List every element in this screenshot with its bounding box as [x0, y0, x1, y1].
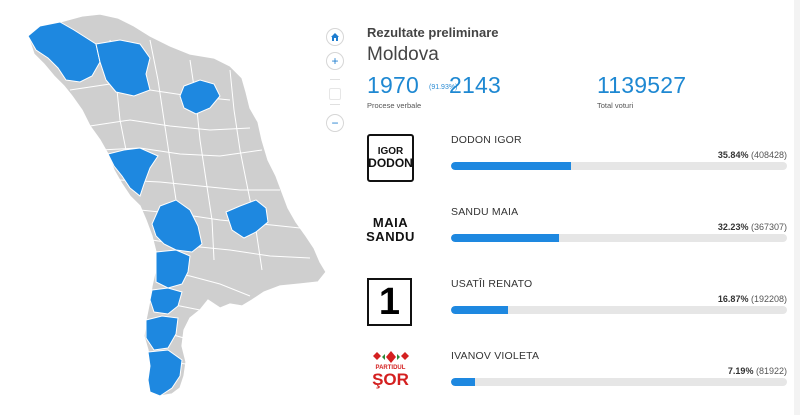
logo-text: SANDU: [366, 229, 415, 244]
candidate-logo: PARTIDUL ŞOR: [367, 350, 414, 398]
candidate-percent: 16.87%: [717, 294, 749, 304]
logo-text: IGOR: [377, 146, 404, 157]
candidate-row[interactable]: 1 USATÎI RENATO 16.87% (192208): [367, 278, 787, 338]
candidate-percent: 7.19%: [727, 366, 754, 376]
candidate-votes: (81922): [755, 366, 787, 376]
scrollbar-track[interactable]: [794, 0, 800, 415]
processed-label: Procese verbale: [367, 101, 422, 110]
result-bar: [451, 378, 787, 386]
candidate-name: SANDU MAIA: [451, 206, 519, 218]
page-title: Moldova: [367, 44, 439, 65]
map-region-center-north: [179, 79, 221, 115]
map-region-south-1: [151, 199, 203, 253]
plus-icon[interactable]: +: [326, 52, 344, 70]
candidate-name: IVANOV VIOLETA: [451, 350, 540, 362]
flower-ornament-icon: [372, 351, 409, 363]
processed-count: 1970: [367, 72, 419, 98]
total-votes: 1139527: [597, 72, 687, 98]
candidate-name: DODON IGOR: [451, 134, 522, 146]
candidate-percent: 35.84%: [717, 150, 749, 160]
result-bar-fill: [451, 162, 572, 170]
map-highlighted-regions: [27, 21, 269, 397]
candidate-row[interactable]: IGOR DODON DODON IGOR 35.84% (408428): [367, 134, 787, 194]
map-region-south-4: [145, 315, 179, 351]
logo-text: ŞOR: [372, 370, 409, 389]
candidate-row[interactable]: MAIA SANDU SANDU MAIA 32.23% (367307): [366, 206, 787, 266]
logo-text: MAIA: [372, 215, 409, 231]
candidate-votes: (367307): [750, 222, 787, 232]
map-region-south-3: [149, 287, 183, 315]
map-region-south-2: [155, 249, 191, 289]
candidate-logo: IGOR DODON: [367, 134, 414, 182]
processed-percent: (91.93%): [429, 84, 458, 91]
result-bar-fill: [451, 234, 560, 242]
candidate-result: 7.19% (81922): [728, 366, 787, 376]
result-bar: [451, 306, 787, 314]
map-control-divider: [330, 79, 340, 80]
total-processes: 2143: [449, 72, 501, 98]
candidate-result: 16.87% (192208): [718, 294, 787, 304]
minus-icon[interactable]: −: [326, 114, 344, 132]
result-bar-fill: [451, 378, 476, 386]
candidate-result: 32.23% (367307): [718, 222, 787, 232]
moldova-map[interactable]: [0, 0, 330, 415]
results-panel: Rezultate preliminare Moldova 1970 (91.9…: [366, 0, 787, 415]
logo-text: DODON: [368, 156, 413, 170]
logo-text: PARTIDUL: [375, 365, 406, 371]
candidate-result: 35.84% (408428): [718, 150, 787, 160]
result-bar-fill: [451, 306, 508, 314]
candidate-votes: (408428): [750, 150, 787, 160]
candidate-name: USATÎI RENATO: [451, 278, 533, 290]
total-votes-label: Total voturi: [597, 101, 634, 110]
result-bar: [451, 234, 787, 242]
candidate-logo: 1: [367, 278, 412, 326]
map-region-north: [95, 39, 151, 97]
map-region-center-east: [225, 199, 269, 239]
page-subtitle: Rezultate preliminare: [367, 25, 499, 40]
candidate-row[interactable]: PARTIDUL ŞOR IVANOV VIOLETA 7.19% (81922…: [367, 350, 787, 410]
candidate-logo: MAIA SANDU: [366, 206, 415, 254]
map-region-south-5: [147, 349, 183, 397]
candidate-percent: 32.23%: [717, 222, 749, 232]
logo-text: 1: [378, 281, 401, 323]
result-bar: [451, 162, 787, 170]
zoom-level-step[interactable]: [329, 88, 341, 100]
map-control-divider: [330, 104, 340, 105]
map-region-north-west: [27, 21, 101, 83]
home-icon[interactable]: [326, 28, 344, 46]
candidate-votes: (192208): [750, 294, 787, 304]
results-map[interactable]: + −: [0, 0, 344, 415]
map-region-center-west: [107, 147, 159, 197]
